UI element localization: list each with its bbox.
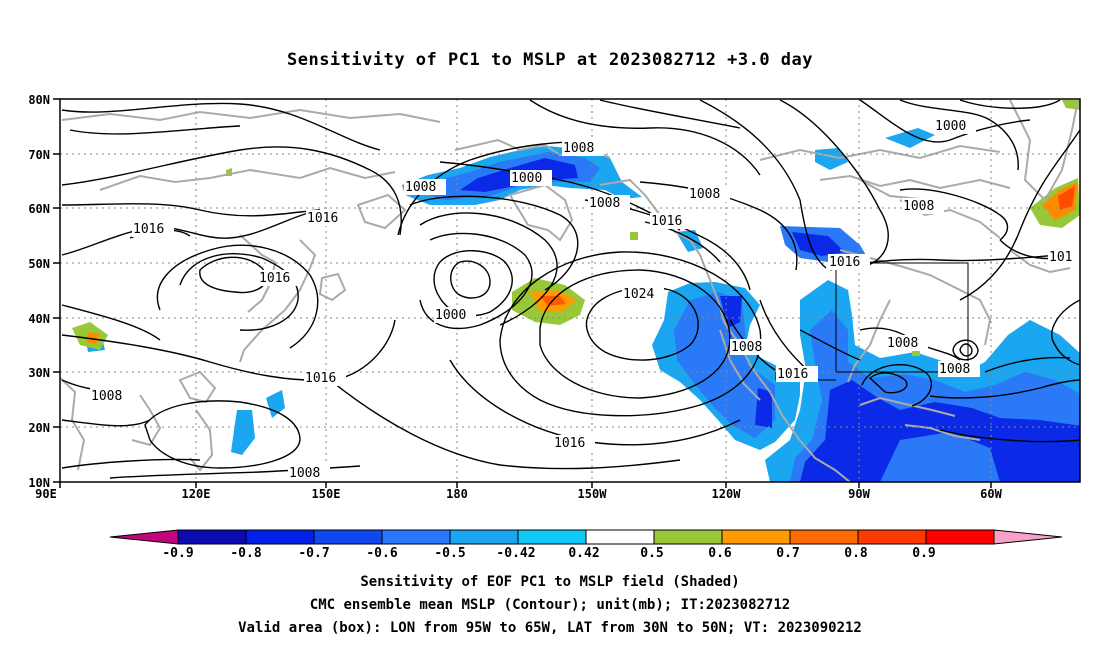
colorbar-label: -0.6 [366,546,397,561]
lon-label: 90E [35,487,57,501]
lon-label: 90W [848,487,870,501]
contour-label: 1016 [307,211,338,226]
lon-label: 120W [712,487,742,501]
contour-label: 101 [1049,250,1072,265]
colorbar-min-arrow [109,529,179,545]
lon-label: 60W [980,487,1002,501]
colorbar-segment [925,529,995,545]
lat-label: 10N [28,476,50,490]
contour-label: 1016 [133,222,164,237]
lat-label: 60N [28,202,50,216]
colorbar-label: 0.7 [776,546,799,561]
contour-label: 1016 [305,371,336,386]
contour-label: 1008 [589,196,620,211]
colorbar-segment [585,529,655,545]
map-frame [59,98,1081,483]
contour-label: 1008 [289,466,320,481]
lat-label: 50N [28,257,50,271]
latitude-labels: 80N 70N 60N 50N 40N 30N 20N 10N [28,93,50,490]
contour-label: 1008 [939,362,970,377]
colorbar-segment [721,529,791,545]
contour-label: 1000 [935,119,966,134]
caption-contour: CMC ensemble mean MSLP (Contour); unit(m… [309,597,791,613]
colorbar-segment [449,529,519,545]
lon-label: 180 [446,487,468,501]
lat-label: 30N [28,366,50,380]
colorbar-labels: -0.9 -0.8 -0.7 -0.6 -0.5 -0.42 0.42 0.5 … [162,546,935,561]
lat-label: 40N [28,312,50,326]
contour-label: 1008 [563,141,594,156]
axis-ticks [53,98,992,488]
contour-labels: 1016 1016 1016 1008 1008 1016 1008 1000 … [91,119,1072,481]
colorbar-label: 0.6 [708,546,732,561]
colorbar-segment [517,529,587,545]
colorbar [109,529,1063,545]
colorbar-label: -0.9 [162,546,193,561]
colorbar-segment [857,529,927,545]
contour-label: 1016 [259,271,290,286]
contour-label: 1008 [689,187,720,202]
colorbar-label: -0.5 [434,546,465,561]
caption-valid-area: Valid area (box): LON from 95W to 65W, L… [238,620,862,636]
colorbar-segment [789,529,859,545]
colorbar-max-arrow [993,529,1063,545]
map-title: Sensitivity of PC1 to MSLP at 2023082712… [286,50,813,70]
contour-label: 1008 [731,340,762,355]
colorbar-segment [381,529,451,545]
contour-label: 1008 [887,336,918,351]
colorbar-segment [245,529,315,545]
colorbar-label: 0.5 [640,546,663,561]
map-panel: 1016 1016 1016 1008 1008 1016 1008 1000 … [60,99,1080,482]
colorbar-label: -0.42 [496,546,535,561]
contour-label: 1016 [651,214,682,229]
colorbar-label: 0.9 [912,546,935,561]
colorbar-label: 0.8 [844,546,868,561]
contour-label: 1008 [405,180,436,195]
contour-label: 1008 [903,199,934,214]
contour-label: 1016 [829,255,860,270]
colorbar-label: -0.8 [230,546,261,561]
contour-label: 1000 [511,171,542,186]
longitude-labels: 90E 120E 150E 180 150W 120W 90W 60W [35,487,1002,501]
lat-label: 80N [28,93,50,107]
contour-label: 1016 [554,436,585,451]
colorbar-label: 0.42 [568,546,599,561]
lon-label: 150E [312,487,341,501]
lon-label: 120E [182,487,211,501]
lon-label: 150W [578,487,608,501]
colorbar-segment [177,529,247,545]
colorbar-segment [313,529,383,545]
colorbar-label: -0.7 [298,546,329,561]
contour-label: 1008 [91,389,122,404]
contour-label: 1016 [777,367,808,382]
lat-label: 20N [28,421,50,435]
colorbar-segment [653,529,723,545]
contour-label-backgrounds [90,118,1080,481]
contour-label: 1024 [623,287,654,302]
lat-label: 70N [28,148,50,162]
contour-label: 1000 [435,308,466,323]
caption-shading: Sensitivity of EOF PC1 to MSLP field (Sh… [360,574,740,590]
